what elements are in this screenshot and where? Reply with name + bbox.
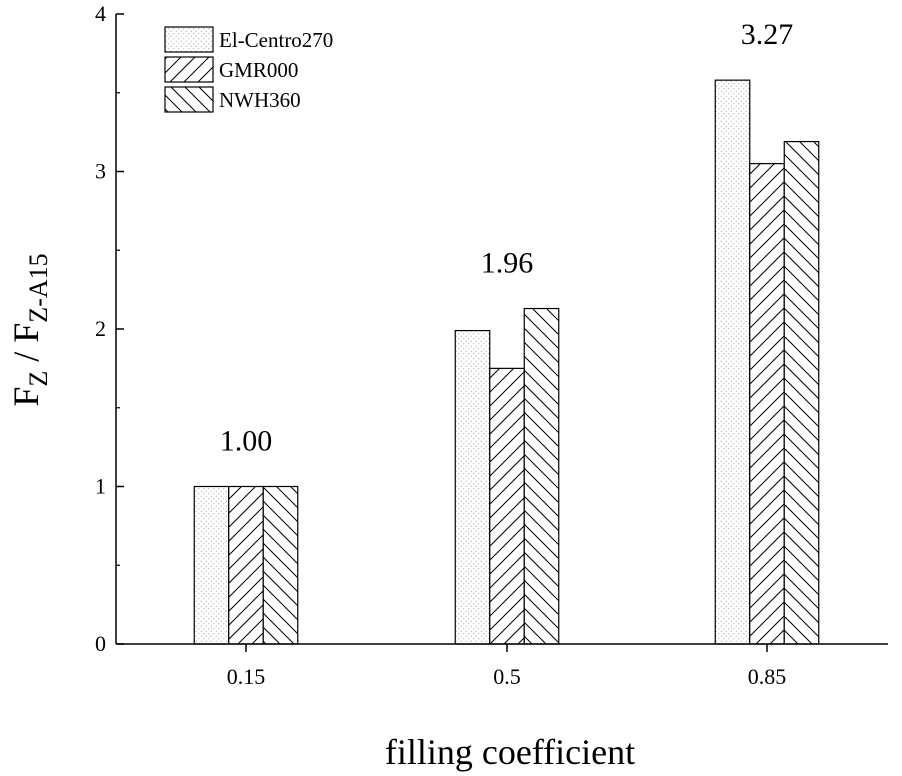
bar-gmr000-0.15 [228, 485, 264, 645]
bar-el-centro270-0.15 [193, 485, 230, 645]
y-tick-label-4: 4 [95, 1, 106, 26]
y-axis-title: FZ / FZ-A15 [6, 253, 53, 406]
legend-swatch-gmr000 [164, 56, 214, 83]
x-axis-title: filling coefficient [385, 732, 635, 772]
bar-gmr000-0.85 [749, 163, 785, 645]
labels-layer: filling coefficient FZ / FZ-A15 1.00 1.96… [6, 18, 793, 772]
y-tick-label-3: 3 [95, 159, 106, 184]
y-tick-label-1: 1 [95, 474, 106, 499]
legend-label-nwh360: NWH360 [219, 88, 301, 112]
legend-swatch-nwh360 [164, 86, 214, 113]
y-tick-label-0: 0 [95, 631, 106, 656]
legend-label-el-centro270: El-Centro270 [219, 28, 333, 52]
group-annotation-0.5: 1.96 [481, 247, 534, 280]
bar-el-centro270-0.85 [714, 79, 751, 645]
bar-nwh360-0.15 [262, 485, 299, 645]
axes-layer: 0 1 2 3 4 0.15 0.5 0.85 [95, 1, 888, 689]
x-tick-label-0.15: 0.15 [227, 664, 266, 689]
bar-el-centro270-0.5 [454, 329, 491, 645]
bar-gmr000-0.5 [489, 367, 525, 645]
bar-nwh360-0.5 [523, 307, 560, 645]
bar-nwh360-0.85 [783, 140, 820, 645]
legend-swatch-el-centro270 [164, 26, 214, 53]
bars-layer [193, 79, 820, 645]
legend-label-gmr000: GMR000 [219, 58, 298, 82]
group-annotation-0.85: 3.27 [741, 18, 794, 51]
group-annotation-0.15: 1.00 [220, 425, 273, 458]
legend: El-Centro270 GMR000 NWH360 [164, 26, 333, 113]
x-tick-label-0.5: 0.5 [493, 664, 521, 689]
y-tick-label-2: 2 [95, 316, 106, 341]
x-tick-label-0.85: 0.85 [748, 664, 787, 689]
